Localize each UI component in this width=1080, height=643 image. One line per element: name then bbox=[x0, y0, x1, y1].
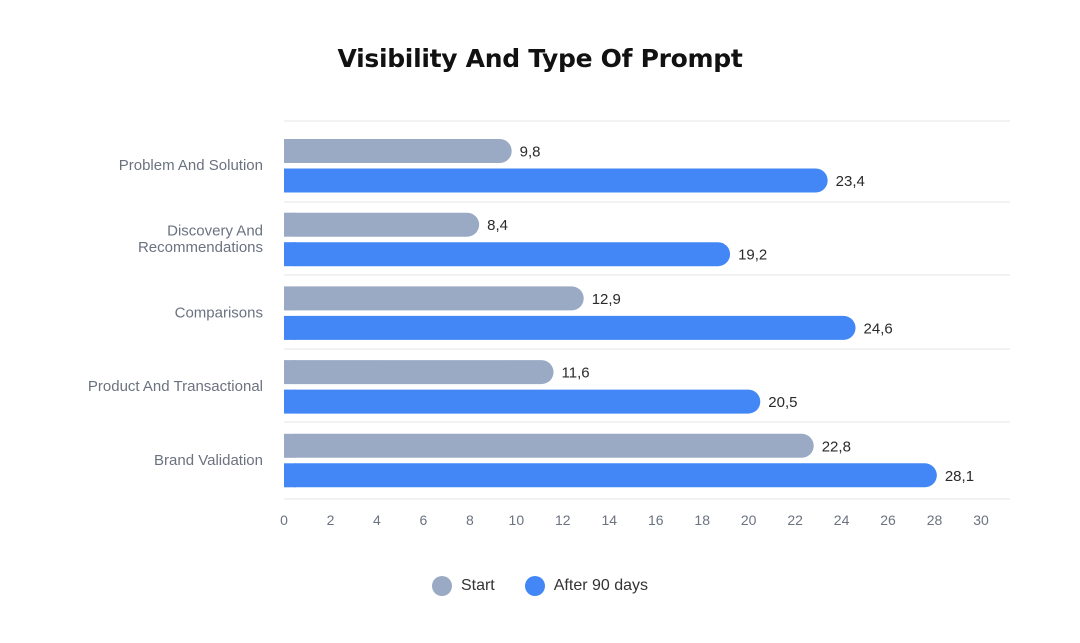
x-tick-label: 16 bbox=[648, 512, 664, 528]
bar-left-edge bbox=[284, 433, 296, 458]
data-label: 12,9 bbox=[592, 291, 621, 308]
x-tick-label: 4 bbox=[373, 512, 381, 528]
x-tick-label: 12 bbox=[555, 512, 571, 528]
bar-left-edge bbox=[284, 242, 296, 267]
bar-start[interactable] bbox=[284, 286, 584, 311]
legend-marker-after-90-days bbox=[524, 576, 545, 596]
bar-left-edge bbox=[284, 463, 296, 488]
x-tick-label: 28 bbox=[927, 512, 943, 528]
bar-start[interactable] bbox=[284, 433, 814, 458]
data-label: 24,6 bbox=[864, 320, 893, 337]
data-label: 22,8 bbox=[822, 438, 851, 455]
x-tick-label: 10 bbox=[509, 512, 525, 528]
legend-marker-start bbox=[431, 576, 452, 596]
category-label: Comparisons bbox=[175, 304, 263, 321]
bar-left-edge bbox=[284, 212, 296, 237]
bar-left-edge bbox=[284, 286, 296, 311]
x-tick-label: 30 bbox=[973, 512, 989, 528]
data-label: 28,1 bbox=[945, 468, 974, 485]
bar-start[interactable] bbox=[284, 360, 554, 385]
data-label: 9,8 bbox=[520, 144, 541, 161]
legend-item-start[interactable]: Start bbox=[431, 576, 495, 596]
bar-after-90-days[interactable] bbox=[284, 242, 731, 267]
x-tick-label: 2 bbox=[327, 512, 335, 528]
x-tick-label: 24 bbox=[834, 512, 850, 528]
x-tick-label: 0 bbox=[280, 512, 288, 528]
legend-label-start: Start bbox=[460, 577, 495, 594]
chart-title: Visibility And Type Of Prompt bbox=[337, 44, 743, 73]
data-label: 20,5 bbox=[768, 394, 797, 411]
grid-lines bbox=[284, 120, 1010, 500]
bars bbox=[284, 139, 937, 488]
legend-item-after-90-days[interactable]: After 90 days bbox=[524, 576, 649, 596]
x-tick-label: 8 bbox=[466, 512, 474, 528]
data-label: 11,6 bbox=[562, 365, 590, 382]
data-label: 23,4 bbox=[836, 173, 865, 190]
category-label: Product And Transactional bbox=[88, 378, 263, 395]
bar-left-edge bbox=[284, 360, 296, 385]
bar-left-edge bbox=[284, 315, 296, 340]
bar-left-edge bbox=[284, 389, 296, 414]
bar-after-90-days[interactable] bbox=[284, 389, 761, 414]
x-tick-label: 20 bbox=[741, 512, 757, 528]
bar-after-90-days[interactable] bbox=[284, 463, 937, 488]
category-label: Discovery And Recommendations bbox=[138, 222, 263, 256]
bar-left-edge bbox=[284, 168, 296, 193]
bar-after-90-days[interactable] bbox=[284, 315, 856, 340]
x-axis-ticks: 0 2 4 6 8 10 12 14 16 18 20 22 24 26 28 30 bbox=[280, 512, 989, 528]
data-label: 19,2 bbox=[738, 247, 767, 264]
labels: Problem And Solution 9,8 23,4 Discovery And… bbox=[88, 144, 974, 485]
bar-after-90-days[interactable] bbox=[284, 168, 828, 193]
legend: Start After 90 days bbox=[0, 576, 1080, 596]
bar-start[interactable] bbox=[284, 212, 480, 237]
x-tick-label: 22 bbox=[787, 512, 803, 528]
bar-left-edge bbox=[284, 139, 296, 163]
bar-start[interactable] bbox=[284, 139, 512, 163]
x-tick-label: 6 bbox=[420, 512, 428, 528]
x-tick-label: 26 bbox=[880, 512, 896, 528]
category-label: Problem And Solution bbox=[119, 157, 263, 174]
data-label: 8,4 bbox=[487, 217, 508, 234]
x-tick-label: 18 bbox=[694, 512, 710, 528]
x-tick-label: 14 bbox=[601, 512, 617, 528]
category-label: Brand Validation bbox=[154, 452, 263, 469]
legend-label-after-90-days: After 90 days bbox=[553, 577, 649, 594]
